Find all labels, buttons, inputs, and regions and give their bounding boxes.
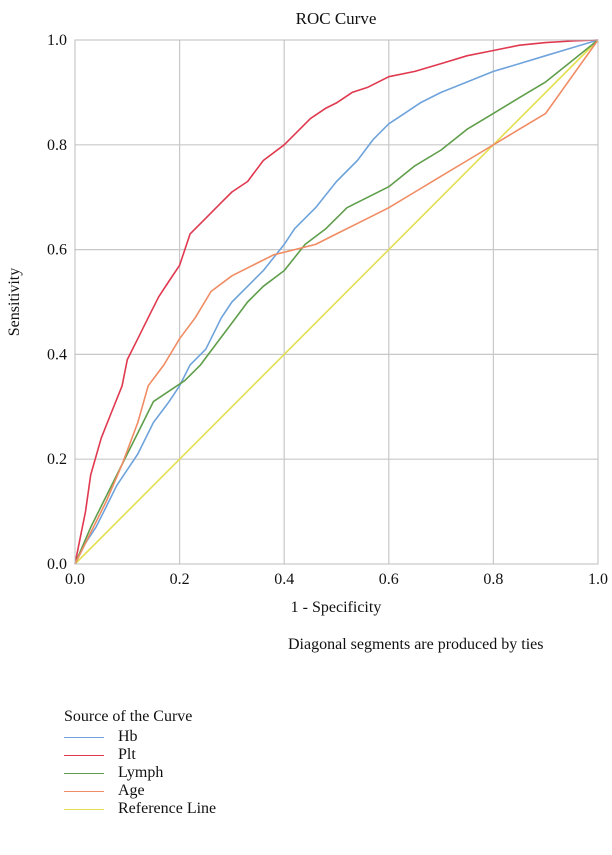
grid	[75, 40, 598, 564]
chart-title: ROC Curve	[296, 9, 377, 28]
legend-swatch-hb	[64, 736, 104, 738]
legend: Source of the Curve Hb Plt Lymph Age Referen…	[64, 708, 216, 818]
y-tick-label: 0.6	[47, 242, 67, 259]
ties-note: Diagonal segments are produced by ties	[288, 636, 544, 653]
x-tick-label: 0.8	[483, 571, 503, 588]
legend-swatch-age	[64, 790, 104, 792]
x-tick-label: 0.0	[65, 571, 85, 588]
series-line-hb	[74, 39, 599, 565]
x-tick-label: 1.0	[588, 571, 608, 588]
y-tick-label: 0.0	[47, 556, 67, 573]
legend-item-lymph: Lymph	[64, 764, 216, 782]
legend-label-lymph: Lymph	[118, 764, 164, 781]
legend-item-hb: Hb	[64, 728, 216, 746]
legend-swatch-reference-line	[64, 808, 104, 810]
series-line-reference-line	[74, 39, 599, 565]
legend-label-hb: Hb	[118, 728, 138, 745]
series-line-plt	[74, 39, 599, 565]
series-line-lymph	[74, 39, 599, 565]
y-tick-label: 0.8	[47, 137, 67, 154]
y-tick-label: 1.0	[47, 32, 67, 49]
x-tick-label: 0.2	[170, 571, 190, 588]
legend-item-reference-line: Reference Line	[64, 800, 216, 818]
series-lines	[74, 39, 599, 565]
x-tick-label: 0.6	[379, 571, 399, 588]
legend-items: Hb Plt Lymph Age Reference Line	[64, 728, 216, 818]
x-tick-label: 0.4	[274, 571, 294, 588]
y-axis-label: Sensitivity	[6, 268, 23, 336]
series-line-age	[74, 39, 599, 565]
y-tick-label: 0.2	[47, 451, 67, 468]
tick-labels: 0.0 0.2 0.4 0.6 0.8 1.0 0.0 0.2 0.4 0.6 0.8 1.0	[47, 32, 608, 588]
plot-frame	[74, 39, 599, 565]
legend-label-reference-line: Reference Line	[118, 800, 217, 817]
legend-swatch-plt	[64, 754, 104, 756]
legend-label-age: Age	[118, 782, 145, 799]
legend-title: Source of the Curve	[64, 708, 193, 725]
legend-swatch-lymph	[64, 772, 104, 774]
legend-item-age: Age	[64, 782, 216, 800]
x-axis-label: 1 - Specificity	[291, 599, 382, 616]
legend-item-plt: Plt	[64, 746, 216, 764]
y-tick-label: 0.4	[47, 346, 67, 363]
legend-label-plt: Plt	[118, 746, 136, 763]
